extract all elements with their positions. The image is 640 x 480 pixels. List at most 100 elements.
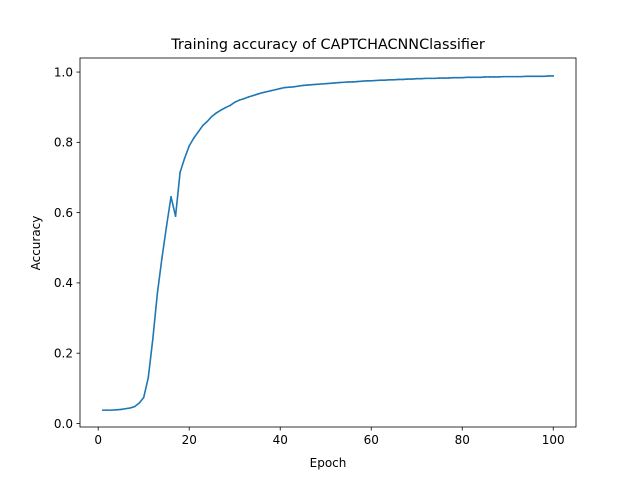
- data-point: [493, 76, 495, 78]
- data-point: [174, 215, 177, 217]
- data-point: [124, 407, 127, 410]
- data-point: [211, 115, 213, 118]
- data-point: [265, 90, 268, 93]
- data-point: [484, 76, 486, 78]
- data-point: [470, 76, 473, 79]
- data-point: [152, 338, 154, 340]
- data-point: [179, 171, 181, 174]
- data-point: [315, 83, 318, 86]
- data-point: [288, 86, 291, 88]
- data-point: [334, 82, 336, 84]
- data-point: [543, 75, 545, 78]
- data-point: [247, 96, 250, 98]
- data-point: [302, 84, 304, 87]
- y-tick-label: 0.4: [54, 276, 73, 290]
- data-point: [488, 76, 491, 78]
- chart-title: Training accuracy of CAPTCHACNNClassifie…: [170, 37, 485, 53]
- data-point: [393, 78, 395, 81]
- data-point: [479, 76, 482, 79]
- y-tick-label: 0.6: [54, 206, 73, 220]
- y-tick-label: 0.0: [54, 417, 73, 431]
- data-point: [420, 77, 423, 80]
- y-tick-label: 0.2: [54, 347, 73, 361]
- data-point: [497, 76, 500, 78]
- data-point: [434, 77, 436, 80]
- data-point: [243, 97, 245, 100]
- x-tick-label: 80: [455, 433, 470, 447]
- data-point: [115, 408, 118, 411]
- data-point: [252, 94, 254, 97]
- data-point: [192, 137, 195, 139]
- data-point: [161, 257, 163, 260]
- x-tick-label: 100: [542, 433, 565, 447]
- data-point: [165, 225, 168, 228]
- x-tick-label: 60: [364, 433, 379, 447]
- data-point: [352, 81, 354, 83]
- data-point: [388, 78, 391, 81]
- data-point: [142, 396, 145, 399]
- data-point: [343, 81, 345, 84]
- data-point: [188, 145, 191, 147]
- data-point: [425, 77, 427, 80]
- data-point: [261, 91, 263, 94]
- data-point: [270, 89, 272, 92]
- data-point: [438, 77, 441, 79]
- data-point: [279, 87, 282, 90]
- data-points: [101, 75, 555, 411]
- data-point: [456, 76, 459, 79]
- data-point: [106, 409, 109, 411]
- y-tick-label: 0.8: [54, 136, 73, 150]
- data-point: [111, 409, 113, 411]
- data-point: [365, 80, 368, 82]
- data-point: [356, 80, 359, 83]
- data-point: [129, 407, 131, 409]
- data-point: [297, 85, 300, 87]
- data-point: [347, 81, 350, 83]
- data-point: [384, 79, 386, 81]
- data-point: [138, 402, 140, 404]
- data-point: [361, 80, 363, 82]
- data-point: [320, 83, 322, 85]
- data-point: [156, 292, 159, 295]
- data-point: [447, 77, 450, 79]
- x-tick-label: 40: [273, 433, 288, 447]
- data-point: [206, 120, 209, 123]
- data-point: [374, 79, 377, 82]
- data-point: [147, 377, 150, 379]
- data-point: [133, 405, 136, 408]
- y-axis-label: Accuracy: [29, 216, 43, 271]
- data-point: [238, 99, 241, 101]
- data-point: [215, 112, 218, 114]
- data-point: [402, 78, 404, 81]
- data-point: [229, 104, 231, 107]
- data-point: [547, 75, 550, 77]
- data-point: [274, 88, 277, 91]
- data-point: [256, 93, 259, 95]
- data-point: [220, 109, 222, 111]
- data-point: [306, 84, 309, 86]
- data-point: [183, 157, 186, 159]
- data-point: [461, 76, 464, 79]
- data-point: [415, 77, 418, 80]
- data-point: [338, 81, 341, 84]
- data-point: [311, 83, 313, 86]
- y-axis-ticks: 0.0 0.2 0.4 0.6 0.8 1.0: [54, 65, 80, 431]
- data-point: [511, 75, 514, 78]
- data-point: [411, 78, 413, 80]
- data-point: [452, 76, 454, 79]
- data-point: [293, 86, 295, 88]
- data-point: [370, 80, 373, 82]
- x-tick-label: 0: [94, 433, 102, 447]
- data-point: [502, 75, 504, 78]
- data-point: [202, 124, 204, 127]
- data-point: [329, 82, 332, 85]
- accuracy-series-line: [101, 75, 555, 411]
- x-axis-label: Epoch: [310, 456, 347, 470]
- data-point: [516, 75, 518, 78]
- x-axis-ticks: 0 20 40 60 80 100: [94, 427, 565, 447]
- data-point: [397, 78, 400, 81]
- plot-frame: [79, 57, 577, 428]
- data-point: [552, 75, 555, 77]
